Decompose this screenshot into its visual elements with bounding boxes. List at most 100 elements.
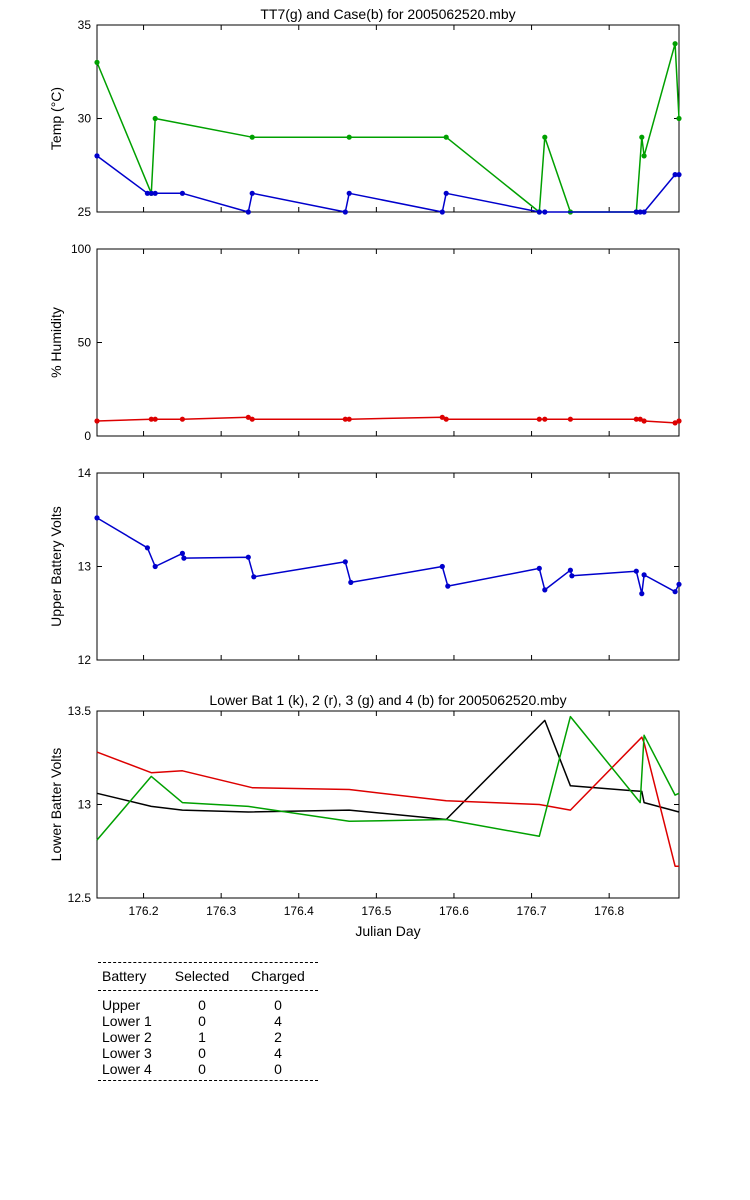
data-point [633,209,639,215]
data-point [639,591,645,597]
cell-battery: Lower 2 [102,1029,152,1045]
cell-battery: Upper [102,997,141,1013]
data-point [245,554,251,560]
y-axis-label: Temp (°C) [48,87,64,150]
x-axis-label: Julian Day [355,923,420,939]
data-point [346,416,352,422]
y-tick-label: 0 [84,429,91,443]
plot-frame [96,248,680,437]
header-charged: Charged [251,968,305,984]
data-point [672,172,678,178]
data-point [439,563,445,570]
data-point [94,153,100,159]
data-point [542,587,548,593]
cell-selected: 0 [198,997,206,1013]
data-point [676,418,682,424]
y-tick-label: 35 [78,18,92,32]
y-tick-label: 13.5 [68,704,92,718]
data-point [148,190,154,196]
data-point [641,153,647,159]
data-point [152,416,158,422]
table-row: Upper 0 0 [98,997,318,1013]
data-point [152,563,158,570]
data-point [443,416,449,422]
x-tick-label: 176.8 [594,904,624,918]
y-axis-label: Lower Batter Volts [48,748,64,862]
data-point [346,190,352,196]
data-point [445,583,451,589]
cell-charged: 4 [274,1045,282,1061]
series-line [96,719,680,821]
y-tick-label: 13 [78,798,92,812]
x-tick-label: 176.2 [129,904,159,918]
data-point [348,579,354,586]
table-row: Lower 2 1 2 [98,1029,318,1045]
data-point [633,568,639,574]
y-axis-label: Upper Battery Volts [48,506,64,627]
data-point [542,134,548,140]
data-point [179,550,185,557]
data-point [342,559,348,565]
series-line [96,155,679,213]
data-point [249,190,255,196]
data-point [639,134,645,140]
y-tick-label: 12.5 [68,891,92,905]
data-point [542,416,548,422]
battery-table: Battery Selected Charged Upper 0 0 Lower… [98,962,318,1081]
x-tick-label: 176.6 [439,904,469,918]
plot-frame [96,24,680,213]
data-point [148,416,154,422]
data-point [567,416,574,422]
data-point [251,574,257,580]
plot-frame [96,472,680,661]
data-point [637,209,643,215]
data-point [536,209,542,215]
data-point [641,418,647,424]
x-tick-label: 176.5 [361,904,391,918]
series-line [96,715,680,841]
cell-selected: 0 [198,1013,206,1029]
y-tick-label: 50 [78,336,92,350]
data-point [676,172,682,178]
x-tick-label: 176.3 [206,904,236,918]
data-point [144,190,150,196]
data-point [672,41,678,47]
data-point [672,420,678,426]
chart-title: TT7(g) and Case(b) for 2005062520.mby [260,6,515,22]
data-point [536,565,542,572]
data-point [641,572,647,578]
data-point [152,115,158,122]
y-tick-label: 100 [71,242,91,256]
cell-selected: 0 [198,1061,206,1077]
header-selected: Selected [174,968,230,984]
cell-charged: 0 [274,1061,282,1077]
data-point [443,134,449,140]
data-point [94,515,100,521]
table-body: Upper 0 0 Lower 1 0 4 Lower 2 1 2 Lower … [98,991,318,1080]
data-point [346,134,352,140]
data-point [342,209,348,215]
cell-battery: Lower 4 [102,1061,152,1077]
series-line [96,736,679,867]
data-point [676,581,682,587]
data-point [641,209,647,215]
data-point [672,589,678,595]
data-point [536,416,542,422]
data-point [245,209,251,215]
y-tick-label: 30 [78,112,92,126]
header-battery: Battery [102,968,147,984]
table-bottom-rule [98,1080,318,1081]
table-header-row: Battery Selected Charged [98,965,318,987]
data-point [443,190,449,196]
y-tick-label: 25 [78,205,92,219]
data-point [179,190,185,196]
data-point [249,416,255,422]
data-point [633,416,639,422]
y-tick-label: 13 [78,560,92,574]
data-point [94,59,100,65]
data-point [637,416,643,422]
data-point [249,134,255,140]
x-tick-label: 176.4 [284,904,314,918]
